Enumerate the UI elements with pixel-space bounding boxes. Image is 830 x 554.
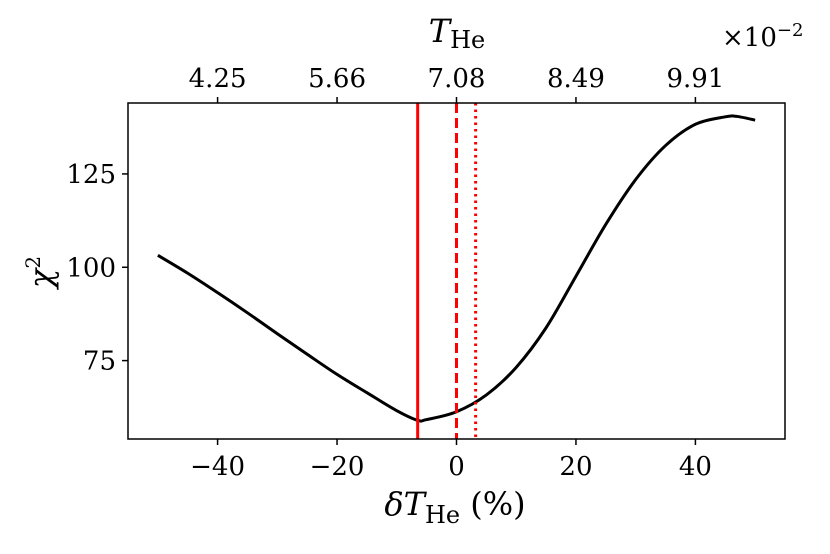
y-axis-title: χ2 xyxy=(21,256,60,290)
top-tick-label: 4.25 xyxy=(189,64,247,94)
y-tick-label: 125 xyxy=(66,160,116,190)
top-axis-multiplier: ×10−2 xyxy=(722,20,803,53)
axes-layer: −40 −20 0 20 40 4.25 5.66 7.08 8.49 9.91 75 100 125 xyxy=(66,64,724,482)
x-tick-label: 20 xyxy=(559,452,592,482)
x-tick-label: 0 xyxy=(448,452,465,482)
top-tick-label: 5.66 xyxy=(308,64,366,94)
x-tick-label: 40 xyxy=(679,452,712,482)
plot-layer xyxy=(157,103,756,439)
x-tick-label: −20 xyxy=(310,452,365,482)
y-tick-label: 100 xyxy=(66,253,116,283)
x-tick-label: −40 xyxy=(190,452,245,482)
top-tick-label: 7.08 xyxy=(428,64,486,94)
x-axis-title: δTHe (%) xyxy=(384,485,525,529)
top-tick-label: 9.91 xyxy=(666,64,724,94)
y-tick-label: 75 xyxy=(83,347,116,377)
top-tick-label: 8.49 xyxy=(547,64,605,94)
top-axis-title: THe xyxy=(429,12,485,54)
